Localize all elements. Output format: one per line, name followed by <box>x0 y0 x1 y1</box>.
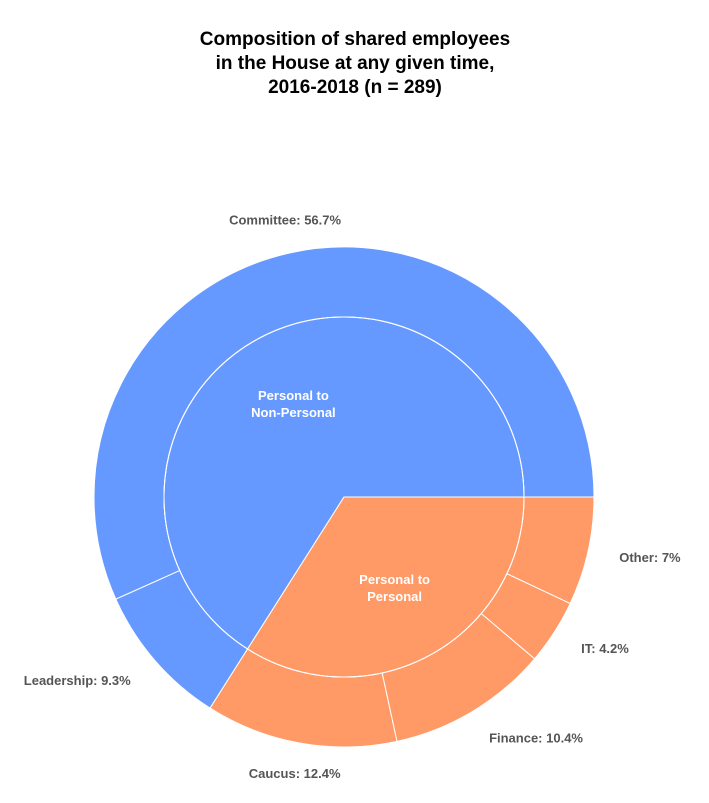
outer-label: IT: 4.2% <box>581 641 629 656</box>
chart-title: 2016-2018 (n = 289) <box>268 77 442 98</box>
outer-label: Finance: 10.4% <box>489 730 583 745</box>
inner-label: Personal to Personal <box>359 572 430 604</box>
chart-title: in the House at any given time, <box>216 53 495 74</box>
ring-divider <box>163 316 525 678</box>
outer-label: Other: 7% <box>619 550 681 565</box>
outer-label: Committee: 56.7% <box>229 213 341 228</box>
outer-label: Caucus: 12.4% <box>249 766 341 781</box>
chart-title: Composition of shared employees <box>200 29 510 50</box>
outer-label: Leadership: 9.3% <box>24 673 131 688</box>
inner-label: Personal to Non-Personal <box>251 388 336 420</box>
